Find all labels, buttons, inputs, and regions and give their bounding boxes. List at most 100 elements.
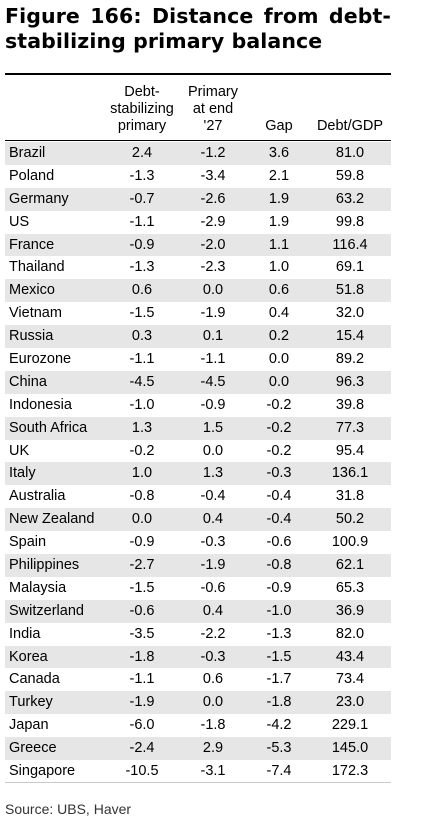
debt-gdp-cell: 81.0 — [335, 145, 365, 161]
primary-27-cell: -0.3 — [200, 534, 226, 551]
country-cell: Poland — [9, 167, 55, 184]
country-cell: Brazil — [9, 145, 46, 161]
table-row: China -4.5 -4.5 0.0 96.3 — [5, 370, 391, 394]
table-row: France -0.9 -2.0 1.1 116.4 — [5, 233, 391, 257]
table-row: US -1.1 -2.9 1.9 99.8 — [5, 211, 391, 234]
debt-gdp-cell: 229.1 — [331, 717, 369, 734]
primary-27-cell: -2.9 — [200, 213, 226, 230]
table-row: Eurozone -1.1 -1.1 0.0 89.2 — [5, 348, 391, 371]
debt-stabilizing-cell: -0.9 — [129, 236, 155, 253]
gap-cell: 3.6 — [268, 145, 290, 161]
table-row: New Zealand 0.0 0.4 -0.4 50.2 — [5, 508, 391, 532]
country-cell: Russia — [9, 328, 54, 345]
primary-27-cell: 0.4 — [202, 511, 224, 528]
primary-27-cell: 0.4 — [202, 602, 224, 619]
debt-stabilizing-cell: 1.0 — [131, 465, 153, 482]
debt-gdp-cell: 82.0 — [335, 625, 365, 642]
table-header: Debt- stabilizing primary Primary at end… — [5, 83, 391, 139]
debt-gdp-cell: 59.8 — [335, 167, 365, 184]
primary-27-cell: -4.5 — [200, 373, 226, 390]
debt-gdp-cell: 95.4 — [335, 442, 365, 459]
debt-stabilizing-cell: -1.5 — [129, 579, 155, 596]
gap-cell: 1.1 — [268, 236, 290, 253]
debt-gdp-cell: 63.2 — [335, 190, 365, 207]
table-row: Italy 1.0 1.3 -0.3 136.1 — [5, 462, 391, 486]
header-debt-stabilizing-primary: Debt- stabilizing primary — [110, 84, 174, 134]
debt-stabilizing-cell: -2.7 — [129, 557, 155, 574]
table-row: Russia 0.3 0.1 0.2 15.4 — [5, 325, 391, 349]
debt-gdp-cell: 145.0 — [331, 740, 369, 757]
debt-gdp-cell: 96.3 — [335, 373, 365, 390]
table-row: Malaysia -1.5 -0.6 -0.9 65.3 — [5, 577, 391, 600]
primary-27-cell: -0.9 — [200, 396, 226, 413]
country-cell: South Africa — [9, 419, 88, 436]
debt-gdp-cell: 89.2 — [335, 351, 365, 368]
table-row: Vietnam -1.5 -1.9 0.4 32.0 — [5, 302, 391, 325]
country-cell: Philippines — [9, 557, 80, 574]
table-bottom-rule — [5, 782, 391, 783]
primary-27-cell: 2.9 — [202, 740, 224, 757]
debt-gdp-cell: 39.8 — [335, 396, 365, 413]
debt-stabilizing-cell: -10.5 — [125, 763, 159, 780]
gap-cell: -0.4 — [266, 511, 292, 528]
primary-27-cell: -0.6 — [200, 579, 226, 596]
gap-cell: 1.0 — [268, 259, 290, 276]
gap-cell: -7.4 — [266, 763, 292, 780]
debt-gdp-cell: 136.1 — [331, 465, 369, 482]
gap-cell: -0.3 — [266, 465, 292, 482]
debt-stabilizing-cell: -0.2 — [129, 442, 155, 459]
table-row: Canada -1.1 0.6 -1.7 73.4 — [5, 668, 391, 691]
debt-gdp-cell: 31.8 — [335, 488, 365, 505]
country-cell: US — [9, 213, 30, 230]
table-row: Poland -1.3 -3.4 2.1 59.8 — [5, 165, 391, 188]
country-cell: Malaysia — [9, 579, 67, 596]
gap-cell: -0.2 — [266, 419, 292, 436]
country-cell: Canada — [9, 671, 60, 688]
primary-27-cell: -2.3 — [200, 259, 226, 276]
gap-cell: 1.9 — [268, 190, 290, 207]
primary-27-cell: -1.1 — [200, 351, 226, 368]
debt-stabilizing-cell: -1.3 — [129, 259, 155, 276]
country-cell: Spain — [9, 534, 47, 551]
country-cell: Vietnam — [9, 305, 62, 322]
country-cell: Mexico — [9, 282, 55, 299]
primary-27-cell: 0.0 — [202, 442, 224, 459]
gap-cell: 1.9 — [268, 213, 290, 230]
figure-title: Figure 166: Distance from debt-stabilizi… — [5, 4, 391, 53]
country-cell: New Zealand — [9, 511, 95, 528]
table-row: Mexico 0.6 0.0 0.6 51.8 — [5, 279, 391, 303]
debt-stabilizing-cell: -1.1 — [129, 351, 155, 368]
country-cell: Singapore — [9, 763, 76, 780]
country-cell: Italy — [9, 465, 36, 482]
primary-27-cell: -1.2 — [200, 145, 226, 161]
debt-gdp-cell: 65.3 — [335, 579, 365, 596]
debt-stabilizing-cell: -1.0 — [129, 396, 155, 413]
debt-stabilizing-cell: -0.7 — [129, 190, 155, 207]
table-row: Thailand -1.3 -2.3 1.0 69.1 — [5, 256, 391, 279]
table-row: Singapore -10.5 -3.1 -7.4 172.3 — [5, 760, 391, 783]
table-row: Korea -1.8 -0.3 -1.5 43.4 — [5, 645, 391, 669]
gap-cell: 0.6 — [268, 282, 290, 299]
gap-cell: -1.3 — [266, 625, 292, 642]
primary-27-cell: -3.1 — [200, 763, 226, 780]
debt-gdp-cell: 69.1 — [335, 259, 365, 276]
table-row: Brazil 2.4 -1.2 3.6 81.0 — [5, 142, 391, 165]
debt-stabilizing-cell: -0.9 — [129, 534, 155, 551]
debt-gdp-cell: 99.8 — [335, 213, 365, 230]
primary-27-cell: -0.4 — [200, 488, 226, 505]
primary-27-cell: 0.6 — [202, 671, 224, 688]
country-cell: Germany — [9, 190, 69, 207]
primary-27-cell: -1.9 — [200, 305, 226, 322]
country-cell: Eurozone — [9, 351, 72, 368]
primary-27-cell: -2.6 — [200, 190, 226, 207]
gap-cell: 2.1 — [268, 167, 290, 184]
country-cell: UK — [9, 442, 30, 459]
debt-gdp-cell: 23.0 — [335, 694, 365, 711]
country-cell: Indonesia — [9, 396, 72, 413]
primary-27-cell: -2.2 — [200, 625, 226, 642]
table-header-rule — [5, 140, 391, 141]
gap-cell: -1.5 — [266, 648, 292, 665]
gap-cell: -0.6 — [266, 534, 292, 551]
primary-27-cell: 1.5 — [202, 419, 224, 436]
debt-stabilizing-cell: -4.5 — [129, 373, 155, 390]
